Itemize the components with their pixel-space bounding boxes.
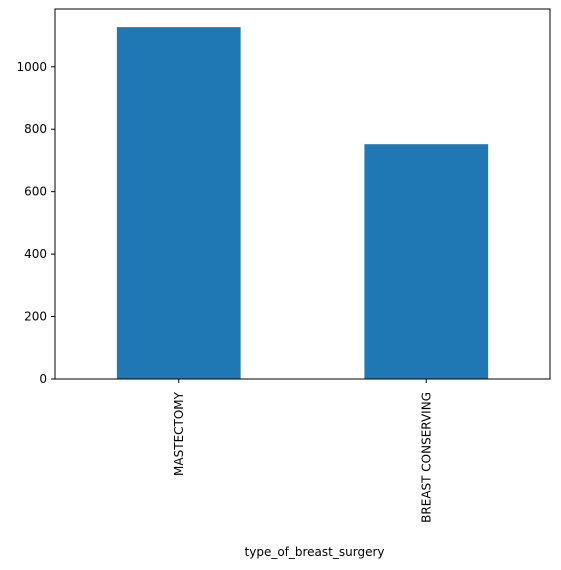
bar-breast-conserving (364, 144, 489, 379)
y-tick-label: 200 (24, 310, 47, 324)
bars-group (116, 27, 489, 379)
plot-frame (54, 8, 551, 380)
x-axis: MASTECTOMY BREAST CONSERVING (172, 379, 433, 523)
y-tick-label: 1000 (16, 60, 47, 74)
y-tick-label: 800 (24, 122, 47, 136)
y-tick-label: 600 (24, 185, 47, 199)
bar-mastectomy (116, 27, 241, 379)
y-axis: 0 200 400 600 800 1000 (16, 60, 55, 386)
x-tick-label: BREAST CONSERVING (419, 392, 433, 523)
x-tick-label: MASTECTOMY (172, 391, 186, 476)
x-axis-label: type_of_breast_surgery (245, 545, 385, 559)
y-tick-label: 0 (39, 372, 47, 386)
y-tick-label: 400 (24, 247, 47, 261)
